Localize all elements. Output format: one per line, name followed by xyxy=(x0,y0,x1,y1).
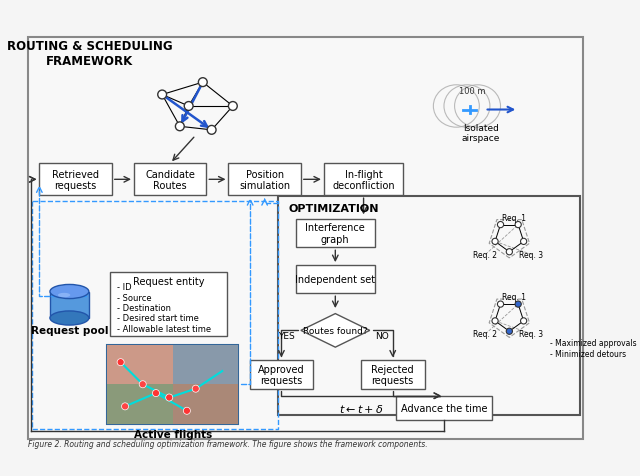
FancyBboxPatch shape xyxy=(28,38,582,439)
FancyBboxPatch shape xyxy=(278,197,580,416)
Text: Req. 3: Req. 3 xyxy=(520,250,543,259)
Text: Rejected
requests: Rejected requests xyxy=(371,364,414,386)
Text: Active flights: Active flights xyxy=(134,429,212,439)
Text: Approved
requests: Approved requests xyxy=(258,364,305,386)
FancyBboxPatch shape xyxy=(134,164,206,196)
Circle shape xyxy=(492,239,498,245)
Text: Candidate
Routes: Candidate Routes xyxy=(145,169,195,191)
FancyBboxPatch shape xyxy=(396,396,492,421)
Text: Advance the time: Advance the time xyxy=(401,403,487,413)
Circle shape xyxy=(152,390,159,397)
FancyBboxPatch shape xyxy=(108,345,238,424)
Circle shape xyxy=(497,301,504,307)
Text: ROUTING & SCHEDULING
FRAMEWORK: ROUTING & SCHEDULING FRAMEWORK xyxy=(7,40,173,68)
Text: Request pool: Request pool xyxy=(31,326,108,336)
FancyBboxPatch shape xyxy=(228,164,301,196)
Text: Req. 3: Req. 3 xyxy=(520,330,543,339)
Polygon shape xyxy=(301,314,370,347)
Circle shape xyxy=(175,123,184,131)
FancyBboxPatch shape xyxy=(108,385,173,424)
FancyBboxPatch shape xyxy=(173,345,238,385)
Circle shape xyxy=(515,222,521,228)
Circle shape xyxy=(122,403,129,410)
Circle shape xyxy=(166,394,173,401)
Ellipse shape xyxy=(50,311,89,326)
Circle shape xyxy=(515,301,521,307)
Circle shape xyxy=(184,407,191,415)
Text: Req. 1: Req. 1 xyxy=(502,213,526,222)
Text: In-flight
deconfliction: In-flight deconfliction xyxy=(332,169,395,191)
FancyBboxPatch shape xyxy=(250,361,313,389)
FancyBboxPatch shape xyxy=(50,292,89,318)
Circle shape xyxy=(184,102,193,111)
Ellipse shape xyxy=(50,285,89,299)
Circle shape xyxy=(207,126,216,135)
Circle shape xyxy=(198,79,207,88)
FancyBboxPatch shape xyxy=(110,272,227,336)
Circle shape xyxy=(117,359,124,366)
Text: Figure 2. Routing and scheduling optimization framework. The figure shows the fr: Figure 2. Routing and scheduling optimiz… xyxy=(28,439,428,448)
Text: OPTIMIZATION: OPTIMIZATION xyxy=(289,203,379,213)
Text: - Maximized approvals
- Minimized detours: - Maximized approvals - Minimized detour… xyxy=(550,338,637,358)
Text: NO: NO xyxy=(375,331,389,340)
Text: 100 m: 100 m xyxy=(459,87,486,95)
Ellipse shape xyxy=(58,293,70,298)
Text: Routes found?: Routes found? xyxy=(303,326,367,335)
Text: Independent set: Independent set xyxy=(295,275,376,285)
Text: Isolated
airspace: Isolated airspace xyxy=(462,124,500,143)
FancyBboxPatch shape xyxy=(173,385,238,424)
Text: Req. 1: Req. 1 xyxy=(502,293,526,302)
Text: Position
simulation: Position simulation xyxy=(239,169,290,191)
FancyBboxPatch shape xyxy=(40,164,112,196)
Text: Req. 2: Req. 2 xyxy=(474,250,497,259)
Circle shape xyxy=(506,328,513,335)
Text: Retrieved
requests: Retrieved requests xyxy=(52,169,99,191)
Circle shape xyxy=(497,222,504,228)
Text: Req. 2: Req. 2 xyxy=(474,330,497,339)
FancyBboxPatch shape xyxy=(108,345,173,385)
Circle shape xyxy=(506,249,513,255)
Text: Request entity: Request entity xyxy=(132,277,204,286)
Circle shape xyxy=(157,91,166,99)
Circle shape xyxy=(520,318,527,324)
FancyBboxPatch shape xyxy=(324,164,403,196)
Text: Interference
graph: Interference graph xyxy=(305,223,365,245)
Circle shape xyxy=(520,239,527,245)
FancyBboxPatch shape xyxy=(361,361,424,389)
Text: $t \leftarrow t + \delta$: $t \leftarrow t + \delta$ xyxy=(339,402,383,414)
Text: YES: YES xyxy=(278,331,295,340)
Circle shape xyxy=(192,386,199,392)
Text: - ID
- Source
- Destination
- Desired start time
- Allowable latest time: - ID - Source - Destination - Desired st… xyxy=(117,283,211,333)
FancyBboxPatch shape xyxy=(296,219,375,248)
Circle shape xyxy=(139,381,147,388)
FancyBboxPatch shape xyxy=(296,266,375,294)
Circle shape xyxy=(492,318,498,324)
Circle shape xyxy=(228,102,237,111)
